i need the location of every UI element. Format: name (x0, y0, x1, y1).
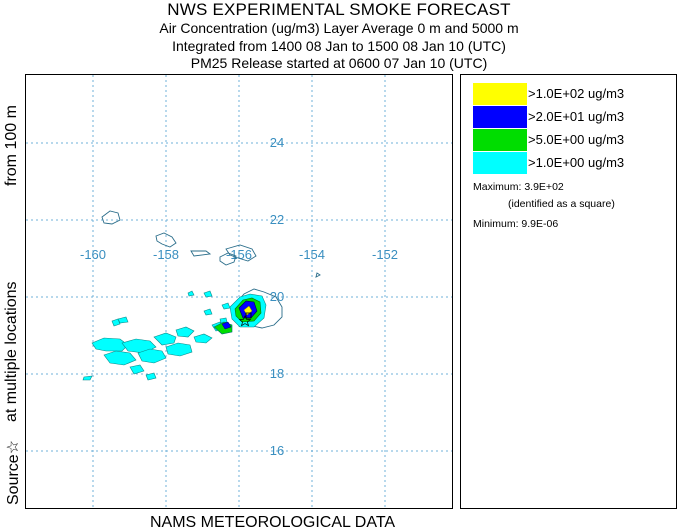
plume-patch (187, 290, 195, 297)
lon-label: -154 (299, 247, 325, 262)
lat-label: 18 (270, 366, 284, 381)
plume-patch (82, 375, 93, 381)
lat-label: 22 (270, 212, 284, 227)
legend-swatch-cyan (473, 152, 527, 174)
lon-label: -158 (153, 247, 179, 262)
plume-patch (121, 338, 157, 354)
island-maui (225, 244, 257, 262)
subtitle-release: PM25 Release started at 0600 07 Jan 10 (… (190, 55, 488, 71)
plume-patch (145, 372, 157, 381)
map-title: NWS EXPERIMENTAL SMOKE FORECAST (167, 0, 511, 19)
graticule (26, 75, 452, 508)
legend-label: >1.0E+00 ug/m3 (528, 155, 625, 170)
plume-patch (165, 342, 193, 357)
plume-patch (175, 326, 195, 338)
plume-patch (111, 318, 121, 327)
lat-label: 24 (270, 135, 284, 150)
island-molokai (190, 250, 212, 257)
source-star-icon (238, 315, 252, 327)
island-lanai (219, 252, 237, 266)
legend-label: >5.0E+00 ug/m3 (528, 132, 625, 147)
legend-swatch-blue (473, 106, 527, 128)
plume-patch (137, 348, 167, 364)
islet (315, 272, 321, 278)
plume-patch (129, 364, 145, 375)
plume-patch (91, 337, 129, 352)
map-panel: -160 -158 -156 -154 -152 24 22 20 18 16 (25, 74, 453, 509)
island-kauai (101, 210, 121, 225)
side-label-locations: at multiple locations (3, 281, 20, 422)
plume-patch (221, 302, 231, 310)
legend-label: >1.0E+02 ug/m3 (528, 86, 625, 101)
legend-maximum: Maximum: 3.9E+02 (473, 181, 564, 193)
footer-data-source: NAMS METEOROLOGICAL DATA (150, 514, 396, 531)
maximum-square-icon (245, 312, 252, 319)
smoke-plume (82, 290, 267, 381)
lon-label: -156 (226, 247, 252, 262)
plume-blue (221, 321, 232, 330)
plume-patch (203, 290, 213, 298)
plume-patch (117, 316, 129, 324)
plume-patch (153, 332, 177, 346)
side-label-source: Source☆ (5, 439, 22, 505)
lat-label: 20 (270, 289, 284, 304)
subtitle-integration: Integrated from 1400 08 Jan to 1500 08 J… (172, 38, 506, 54)
legend-minimum: Minimum: 9.9E-06 (473, 218, 559, 230)
legend-swatch-green (473, 129, 527, 151)
plume-patch (203, 308, 213, 316)
coastline (101, 210, 321, 329)
lon-label: -160 (80, 247, 106, 262)
lon-label: -152 (372, 247, 398, 262)
side-label-from: from 100 m (3, 105, 20, 186)
lat-label: 16 (270, 443, 284, 458)
plume-patch (103, 350, 137, 366)
island-oahu (155, 232, 177, 248)
plume-patch (193, 333, 213, 344)
plume-patch (219, 317, 228, 324)
legend-maximum-note: (identified as a square) (508, 198, 615, 210)
legend-label: >2.0E+01 ug/m3 (528, 109, 625, 124)
legend-swatch-yellow (473, 83, 527, 105)
subtitle-concentration: Air Concentration (ug/m3) Layer Average … (159, 20, 519, 36)
map-canvas: -160 -158 -156 -154 -152 24 22 20 18 16 (26, 75, 452, 508)
